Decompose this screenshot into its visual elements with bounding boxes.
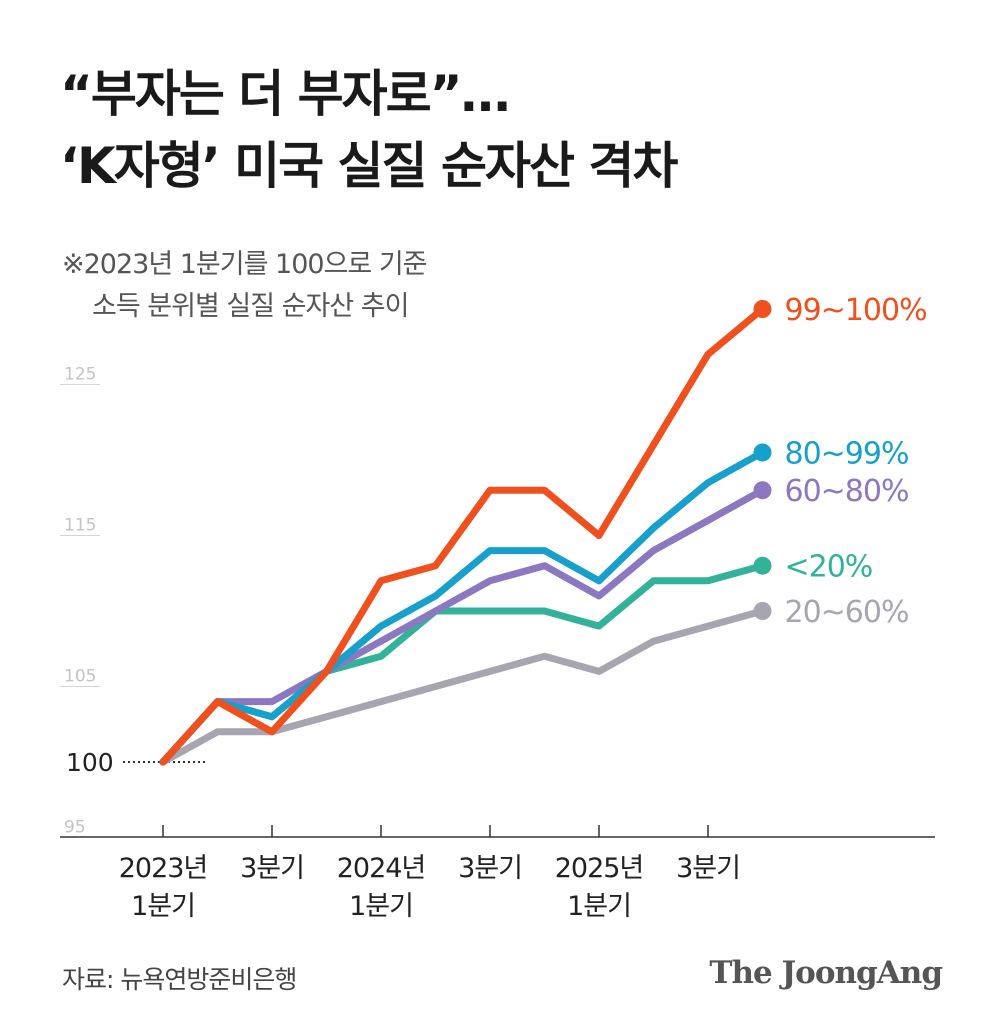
series-end-marker: [753, 300, 772, 318]
x-tick-label: 1분기: [131, 891, 195, 922]
x-tick-label: 2025년: [555, 853, 644, 884]
x-tick-label: 3분기: [240, 853, 304, 884]
x-tick-label: 3분기: [458, 853, 522, 884]
x-tick-label: 3분기: [676, 853, 740, 884]
series-line: [159, 486, 766, 766]
series-end-marker: [753, 481, 772, 500]
y-tick-label: 95: [64, 818, 86, 838]
series-end-marker: [753, 602, 772, 620]
series-label: 99~100%: [785, 293, 927, 328]
series-line: [159, 607, 766, 766]
series-end-marker: [753, 443, 772, 462]
series-label: 60~80%: [785, 474, 909, 509]
chart-subtitle: ※2023년 1분기를 100으로 기준 소득 분위별 실질 순자산 추이: [62, 244, 428, 328]
x-tick-label: 2024년: [337, 853, 426, 884]
chart-title: “부자는 더 부자로”… ‘K자형’ 미국 실질 순자산 격차: [60, 58, 678, 202]
x-tick-label: 2023년: [119, 853, 208, 884]
title-line-1: “부자는 더 부자로”…: [60, 65, 511, 123]
series-line: [159, 448, 766, 766]
title-line-2: ‘K자형’ 미국 실질 순자산 격차: [60, 137, 678, 195]
subtitle-line-1: ※2023년 1분기를 100으로 기준: [62, 249, 428, 280]
y-tick-label: 105: [64, 667, 96, 687]
publisher-logo: The JoongAng: [709, 955, 943, 991]
series-label: 80~99%: [785, 436, 909, 471]
x-tick-label: 1분기: [349, 891, 413, 922]
y-tick-label: 100: [66, 748, 114, 777]
y-tick-label: 115: [64, 516, 96, 536]
series-line: [159, 305, 766, 766]
source-note: 자료: 뉴욕연방준비은행: [62, 965, 297, 994]
y-tick-label: 125: [64, 365, 96, 385]
series-label: 20~60%: [785, 595, 909, 630]
subtitle-line-2: 소득 분위별 실질 순자산 추이: [92, 291, 409, 322]
series-label: <20%: [785, 550, 873, 585]
x-tick-label: 1분기: [567, 891, 631, 922]
series-end-marker: [753, 556, 772, 575]
